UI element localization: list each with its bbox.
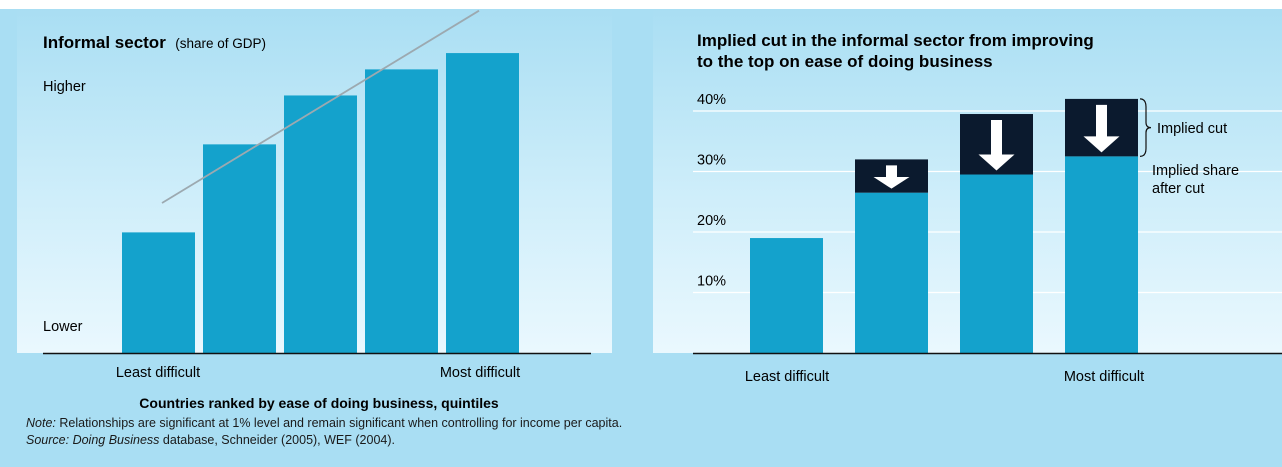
left-chart-subtitle: (share of GDP) [175,36,266,51]
figure-title-strip [0,0,1282,9]
left-bars-group [122,53,519,354]
informal-sector-chart: Informal sector (share of GDP) Higher Lo… [17,9,612,411]
right-x-first-label: Least difficult [745,369,829,385]
implied-share-annotation-line2: after cut [1152,181,1204,197]
source-text: database, Schneider (2005), WEF (2004). [159,433,395,447]
note-text: Relationships are significant at 1% leve… [55,416,623,430]
right-bar-share-3 [960,174,1033,353]
source-title: Doing Business [72,433,160,447]
y-low-label: Lower [43,319,83,335]
implied-cut-brace [1139,98,1152,157]
right-chart-title-line1: Implied cut in the informal sector from … [697,31,1094,50]
left-bar-3 [284,95,357,354]
right-y-tick-30: 30% [697,153,726,169]
left-bar-1 [122,232,195,353]
note-and-source: Note: Relationships are significant at 1… [26,415,622,449]
right-chart-title-line2: to the top on ease of doing business [697,52,993,71]
right-y-tick-10: 10% [697,274,726,290]
left-bar-2 [203,144,276,353]
down-arrow-icon [873,165,910,189]
left-chart-title: Informal sector [43,33,166,52]
right-chart-svg: Implied cut in the informal sector from … [693,31,1282,385]
source-label: Source: [26,433,70,447]
left-bar-5 [446,53,519,354]
source-line: Source: Doing Business database, Schneid… [26,432,622,449]
down-arrow-icon [978,120,1015,171]
left-chart-title-line: Informal sector (share of GDP) [43,33,266,52]
right-y-tick-labels: 10% 20% 30% 40% [697,92,726,290]
right-bar-share-1 [750,238,823,353]
right-bar-share-4 [1065,156,1138,353]
implied-share-annotation-line1: Implied share [1152,163,1239,179]
left-x-first-label: Least difficult [116,365,200,381]
left-chart-svg: Informal sector (share of GDP) Higher Lo… [43,9,591,411]
implied-cut-annotation: Implied cut [1157,121,1227,137]
note-label: Note: [26,416,56,430]
right-bar-share-2 [855,192,928,353]
right-y-tick-20: 20% [697,213,726,229]
left-x-last-label: Most difficult [440,365,520,381]
note-line: Note: Relationships are significant at 1… [26,415,622,432]
left-x-axis-title: Countries ranked by ease of doing busine… [139,395,499,411]
right-y-tick-40: 40% [697,92,726,108]
right-bars-group [750,98,1138,353]
right-x-last-label: Most difficult [1064,369,1144,385]
left-bar-4 [365,69,438,353]
implied-cut-chart: Implied cut in the informal sector from … [653,9,1282,399]
y-high-label: Higher [43,79,86,95]
down-arrow-icon [1083,104,1120,153]
trend-line [161,9,480,204]
